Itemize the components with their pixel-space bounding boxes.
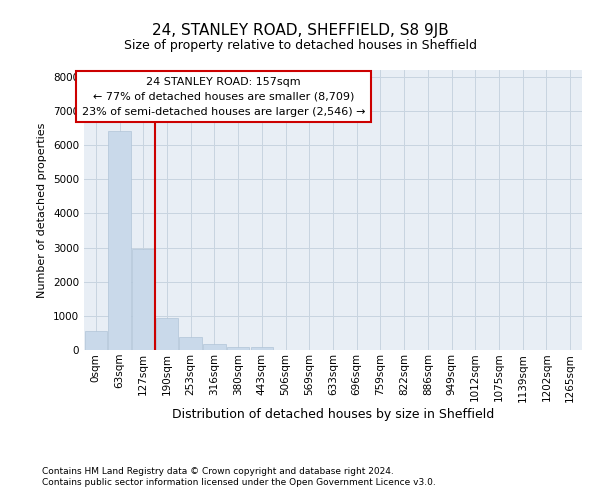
Bar xyxy=(227,346,250,350)
Bar xyxy=(85,331,107,350)
Text: 24 STANLEY ROAD: 157sqm
← 77% of detached houses are smaller (8,709)
23% of semi: 24 STANLEY ROAD: 157sqm ← 77% of detache… xyxy=(82,77,365,116)
Bar xyxy=(179,337,202,350)
X-axis label: Distribution of detached houses by size in Sheffield: Distribution of detached houses by size … xyxy=(172,408,494,422)
Bar xyxy=(156,318,178,350)
Bar xyxy=(203,344,226,350)
Text: Contains HM Land Registry data © Crown copyright and database right 2024.: Contains HM Land Registry data © Crown c… xyxy=(42,467,394,476)
Text: Size of property relative to detached houses in Sheffield: Size of property relative to detached ho… xyxy=(124,39,476,52)
Bar xyxy=(132,250,155,350)
Text: 24, STANLEY ROAD, SHEFFIELD, S8 9JB: 24, STANLEY ROAD, SHEFFIELD, S8 9JB xyxy=(152,22,448,38)
Text: Contains public sector information licensed under the Open Government Licence v3: Contains public sector information licen… xyxy=(42,478,436,487)
Bar xyxy=(109,132,131,350)
Bar xyxy=(251,348,273,350)
Y-axis label: Number of detached properties: Number of detached properties xyxy=(37,122,47,298)
